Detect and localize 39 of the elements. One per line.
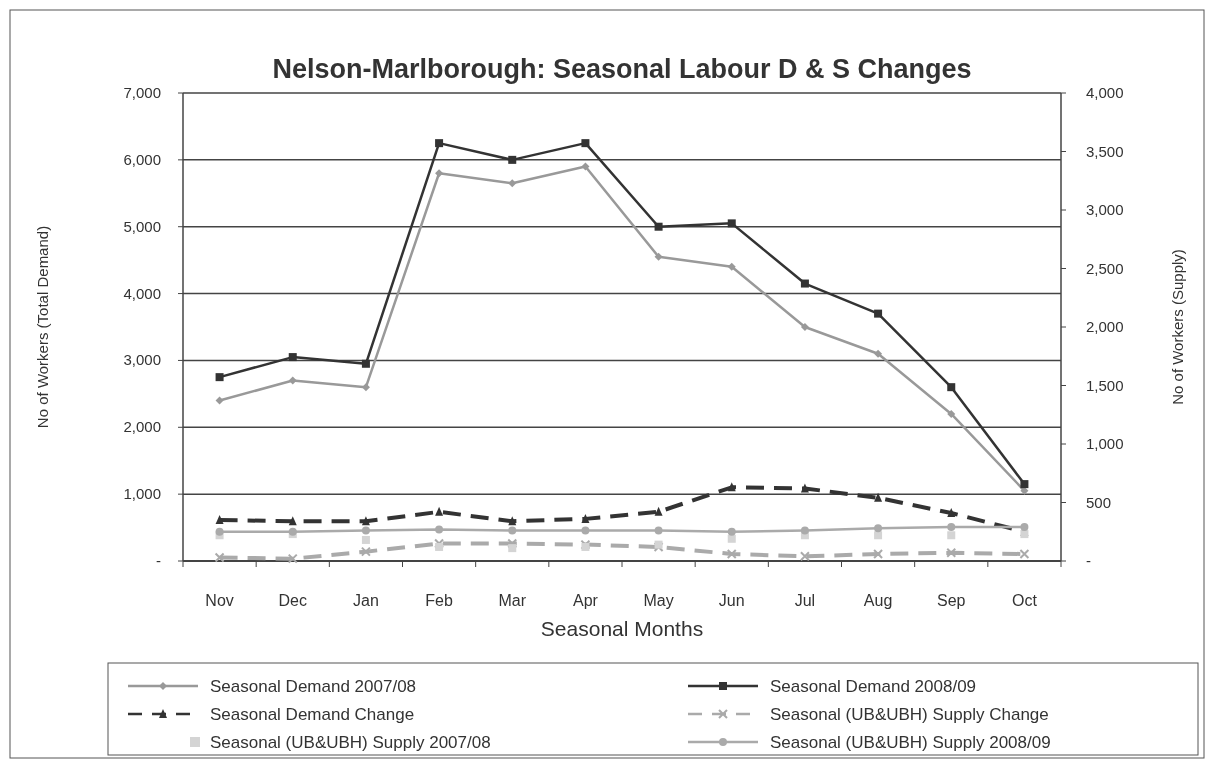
x-tick-label: Oct [1011,592,1038,609]
y2-tick-label: 4,000 [1086,84,1124,101]
y2-tick-label: 2,500 [1086,259,1124,277]
x-tick-label: Mar [498,592,527,609]
legend-label: Seasonal Demand 2007/08 [210,677,417,696]
y-tick-label: 7,000 [123,84,161,101]
legend-label: Seasonal Demand Change [210,705,415,724]
legend-label: Seasonal Demand 2008/09 [770,677,977,696]
x-tick-label: Sep [937,592,966,609]
x-tick-label: Aug [863,592,893,609]
y-tick-label: 6,000 [123,150,161,168]
x-tick-label: Jun [718,592,745,609]
y2-tick-label: 3,000 [1086,201,1124,218]
y2-tick-label: 2,000 [1086,318,1124,335]
y-tick-label: 3,000 [123,351,161,369]
y-tick-label: 1,000 [123,485,161,503]
x-tick-label: May [643,592,674,609]
x-tick-label: Jan [353,592,379,609]
y-tick-label: 5,000 [123,217,161,235]
x-axis-title: Seasonal Months [540,617,704,640]
y2-axis-title: No of Workers (Supply) [1169,249,1186,405]
y2-tick-label: 3,500 [1086,142,1124,160]
y2-tick-label: 1,500 [1086,376,1124,394]
x-tick-label: Apr [572,592,599,609]
y2-tick-label: - [1086,552,1091,569]
y-tick-label: - [156,552,161,569]
chart-title: Nelson-Marlborough: Seasonal Labour D & S Changes [272,54,972,84]
y2-tick-label: 500 [1086,493,1112,511]
legend-label: Seasonal (UB&UBH) Supply 2008/09 [770,733,1051,752]
y-axis-title: No of Workers (Total Demand) [34,225,51,429]
legend-label: Seasonal (UB&UBH) Supply 2007/08 [210,733,491,752]
legend-label: Seasonal (UB&UBH) Supply Change [770,705,1049,724]
y2-tick-label: 1,000 [1086,435,1124,452]
x-tick-label: Dec [278,592,307,609]
x-tick-label: Nov [205,592,234,609]
x-tick-label: Feb [425,592,453,609]
x-tick-label: Jul [794,592,816,609]
y-tick-label: 4,000 [123,284,161,302]
y-tick-label: 2,000 [123,418,161,436]
